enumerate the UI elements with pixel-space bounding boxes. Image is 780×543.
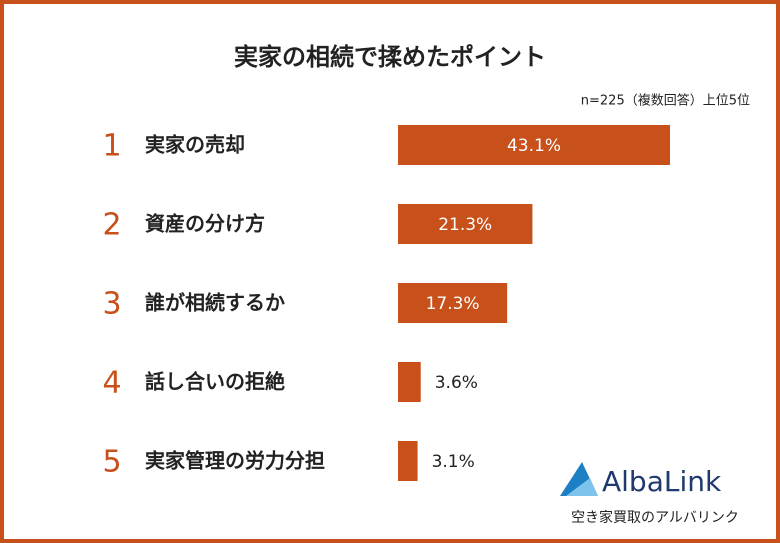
logo-icon	[566, 478, 598, 496]
category-label: 実家の売却	[145, 133, 245, 157]
bar	[398, 204, 533, 244]
logo-name: AlbaLink	[602, 465, 722, 498]
bar	[398, 125, 670, 165]
rank: 1	[102, 129, 121, 164]
rank: 3	[102, 287, 121, 322]
logo: AlbaLink 空き家買取のアルバリンク	[560, 462, 739, 526]
bar	[398, 362, 421, 402]
value-label: 21.3%	[438, 215, 492, 235]
chart-title: 実家の相続で揉めたポイント	[234, 43, 546, 71]
value-label: 3.6%	[435, 373, 478, 393]
value-label: 43.1%	[507, 136, 561, 156]
rank: 4	[102, 366, 121, 401]
rank: 2	[102, 208, 121, 243]
category-label: 誰が相続するか	[145, 291, 285, 315]
category-label: 話し合いの拒絶	[145, 370, 285, 394]
note: n=225（複数回答）上位5位	[581, 93, 750, 109]
value-label: 17.3%	[426, 294, 480, 314]
rank: 5	[102, 445, 121, 480]
value-label: 3.1%	[432, 452, 475, 472]
category-label: 実家管理の労力分担	[145, 449, 325, 473]
bar	[398, 283, 508, 323]
category-label: 資産の分け方	[145, 212, 265, 236]
logo-tagline: 空き家買取のアルバリンク	[571, 509, 739, 526]
bar	[398, 441, 418, 481]
